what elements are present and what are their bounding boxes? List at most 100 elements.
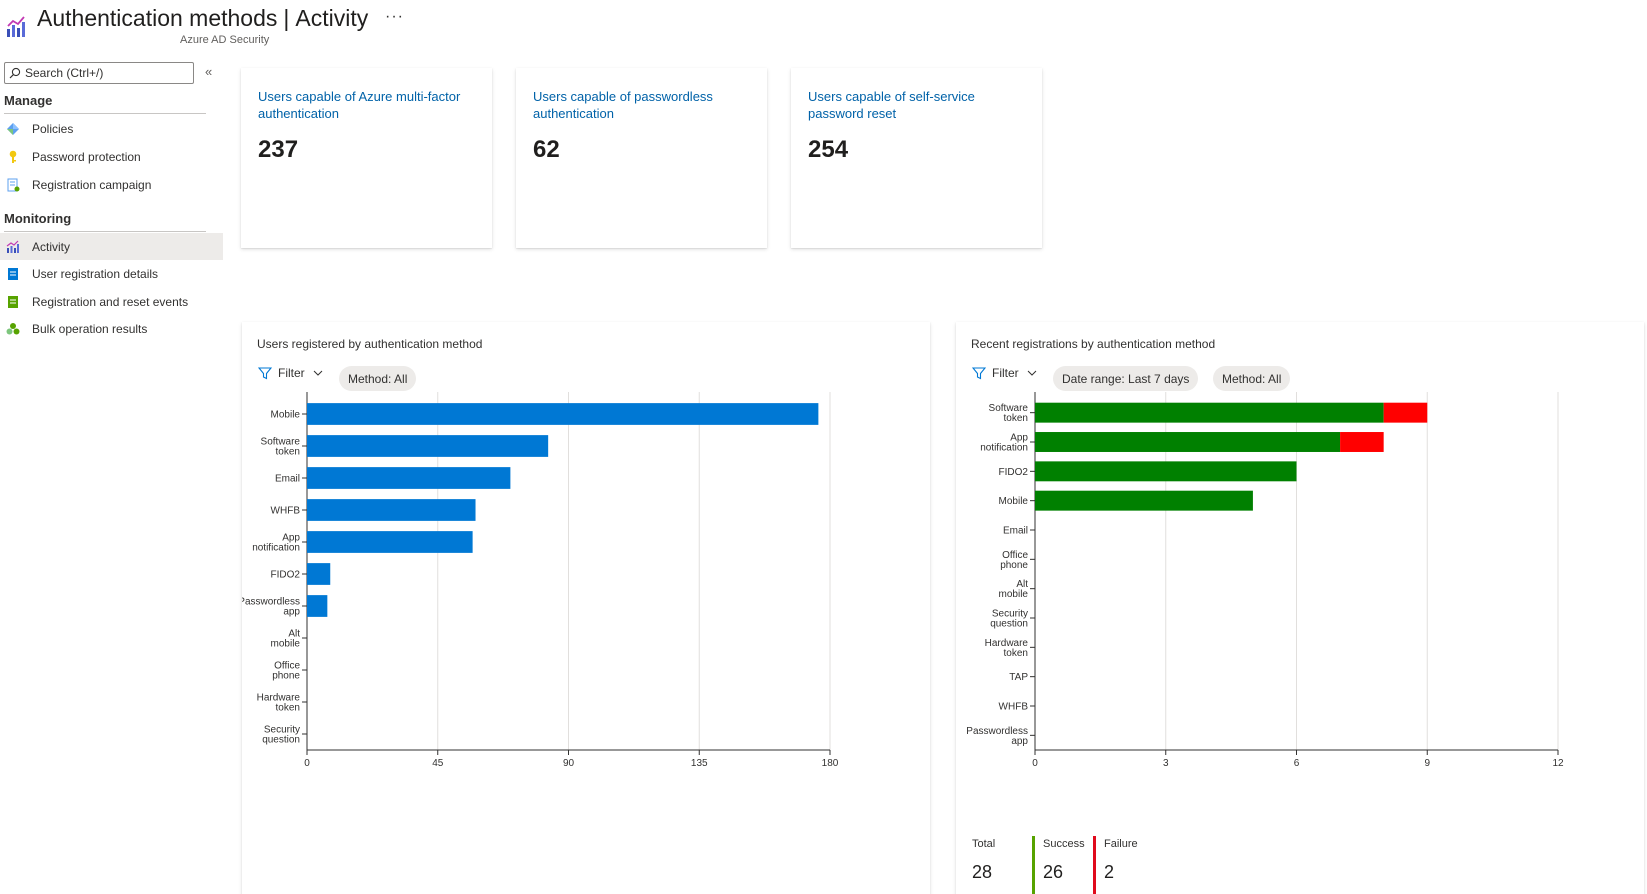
- bar-success[interactable]: [1035, 432, 1341, 452]
- success-stat: Success 26: [1032, 836, 1085, 894]
- x-tick-label: 9: [1424, 758, 1430, 769]
- filter-button[interactable]: Filter: [972, 366, 1045, 380]
- filter-label: Filter: [278, 366, 305, 380]
- bar-users[interactable]: [307, 563, 331, 585]
- collapse-sidebar-button[interactable]: «: [205, 64, 213, 79]
- success-value: 26: [1043, 862, 1064, 882]
- x-tick-label: 90: [563, 758, 575, 769]
- users-registered-panel: Users registered by authentication metho…: [242, 322, 930, 894]
- app-logo-icon: [7, 16, 25, 37]
- users-registered-chart: 0 45 90 135 180 Mobile Software token Email WHFB A…: [242, 392, 839, 769]
- section-monitoring: Monitoring: [4, 211, 72, 226]
- panel-title: Users registered by authentication metho…: [257, 337, 483, 351]
- total-value: 28: [972, 862, 993, 882]
- y-tick-label: Security question: [990, 609, 1028, 630]
- x-tick-label: 180: [822, 758, 839, 769]
- sidebar-item-label: Policies: [32, 121, 74, 136]
- panel-title: Recent registrations by authentication m…: [971, 337, 1216, 351]
- search-icon: [9, 67, 21, 79]
- bar-success[interactable]: [1035, 402, 1384, 423]
- filter-button[interactable]: Filter: [258, 366, 331, 380]
- bulk-icon: [6, 322, 20, 336]
- details-icon: [6, 267, 20, 281]
- filter-label: Filter: [992, 366, 1019, 380]
- y-tick-label: Mobile: [999, 496, 1029, 507]
- x-tick-label: 135: [691, 758, 708, 769]
- page-title: Authentication methods | Activity: [37, 5, 368, 32]
- bar-failure[interactable]: [1340, 432, 1384, 452]
- y-tick-label: Security question: [262, 725, 300, 746]
- passwordless-capable-card[interactable]: Users capable of passwordless authentica…: [516, 68, 767, 248]
- failure-stat: Failure 2: [1093, 836, 1138, 894]
- y-tick-label: Software token: [989, 403, 1029, 424]
- sidebar-item-label: User registration details: [32, 266, 159, 281]
- bar-users[interactable]: [307, 531, 473, 553]
- search-box[interactable]: [4, 62, 194, 84]
- bar-users[interactable]: [307, 595, 328, 617]
- y-tick-label: FIDO2: [999, 467, 1029, 478]
- y-tick-label: TAP: [1009, 672, 1028, 683]
- bar-success[interactable]: [1035, 490, 1253, 511]
- chevron-down-icon: [313, 370, 323, 376]
- bar-success[interactable]: [1035, 461, 1297, 482]
- success-label: Success: [1043, 838, 1085, 850]
- card-label: Users capable of self-service password r…: [808, 89, 975, 121]
- bar-users[interactable]: [307, 467, 511, 489]
- section-divider: [4, 113, 206, 114]
- y-tick-label: WHFB: [999, 702, 1029, 713]
- campaign-icon: [6, 178, 20, 192]
- sidebar-item-label: Activity: [32, 239, 71, 254]
- bar-users[interactable]: [307, 403, 819, 425]
- y-tick-label: Passwordless app: [966, 726, 1028, 747]
- sidebar-item-policies[interactable]: Policies: [0, 115, 223, 142]
- y-tick-label: App notification: [980, 433, 1028, 454]
- failure-value: 2: [1104, 862, 1115, 882]
- recent-registrations-chart: 0 3 6 9 12 Software token App notification FIDO2 M…: [966, 392, 1564, 769]
- y-tick-label: Email: [1003, 526, 1028, 537]
- activity-chart-icon: [6, 240, 20, 254]
- date-range-filter-pill[interactable]: Date range: Last 7 days: [1053, 366, 1199, 391]
- sidebar-item-label: Registration and reset events: [32, 294, 189, 309]
- card-label: Users capable of passwordless authentica…: [533, 89, 713, 121]
- y-tick-label: Hardware token: [257, 693, 301, 714]
- sidebar-item-registration-campaign[interactable]: Registration campaign: [0, 171, 223, 198]
- y-tick-label: Hardware token: [985, 638, 1029, 659]
- sspr-capable-card[interactable]: Users capable of self-service password r…: [791, 68, 1042, 248]
- bar-failure[interactable]: [1383, 402, 1428, 423]
- blade-title: Authentication methods: [37, 5, 278, 31]
- bar-users[interactable]: [307, 499, 476, 521]
- sidebar-item-registration-reset-events[interactable]: Registration and reset events: [0, 288, 223, 315]
- failure-label: Failure: [1104, 838, 1138, 850]
- bar-users[interactable]: [307, 435, 549, 457]
- sidebar-item-label: Bulk operation results: [32, 321, 148, 336]
- filter-icon: [258, 367, 272, 380]
- x-tick-label: 0: [1032, 758, 1038, 769]
- sidebar-item-password-protection[interactable]: Password protection: [0, 143, 223, 170]
- sidebar-item-activity[interactable]: Activity: [0, 233, 223, 260]
- method-filter-pill[interactable]: Method: All: [339, 366, 417, 391]
- y-tick-label: WHFB: [271, 506, 301, 517]
- x-tick-label: 12: [1552, 758, 1564, 769]
- events-icon: [6, 295, 20, 309]
- method-filter-pill[interactable]: Method: All: [1213, 366, 1291, 391]
- y-tick-label: App notification: [252, 533, 300, 554]
- search-input[interactable]: [25, 66, 185, 80]
- sidebar-item-label: Password protection: [32, 149, 141, 164]
- sidebar-item-bulk-operation-results[interactable]: Bulk operation results: [0, 315, 223, 342]
- card-value: 254: [808, 136, 849, 163]
- y-tick-label: Passwordless app: [242, 597, 300, 618]
- y-tick-label: Software token: [261, 437, 301, 458]
- section-divider: [4, 231, 206, 232]
- x-tick-label: 45: [432, 758, 444, 769]
- y-tick-label: Alt mobile: [271, 629, 301, 650]
- y-tick-label: Office phone: [272, 661, 300, 682]
- key-icon: [6, 150, 20, 164]
- sidebar-item-user-registration-details[interactable]: User registration details: [0, 260, 223, 287]
- more-options-button[interactable]: ···: [385, 8, 404, 25]
- y-tick-label: Office phone: [1000, 550, 1028, 571]
- y-tick-label: Alt mobile: [999, 579, 1029, 600]
- section-manage: Manage: [4, 93, 53, 108]
- title-separator: |: [283, 5, 290, 31]
- y-tick-label: Mobile: [271, 410, 301, 421]
- mfa-capable-card[interactable]: Users capable of Azure multi-factor auth…: [241, 68, 492, 248]
